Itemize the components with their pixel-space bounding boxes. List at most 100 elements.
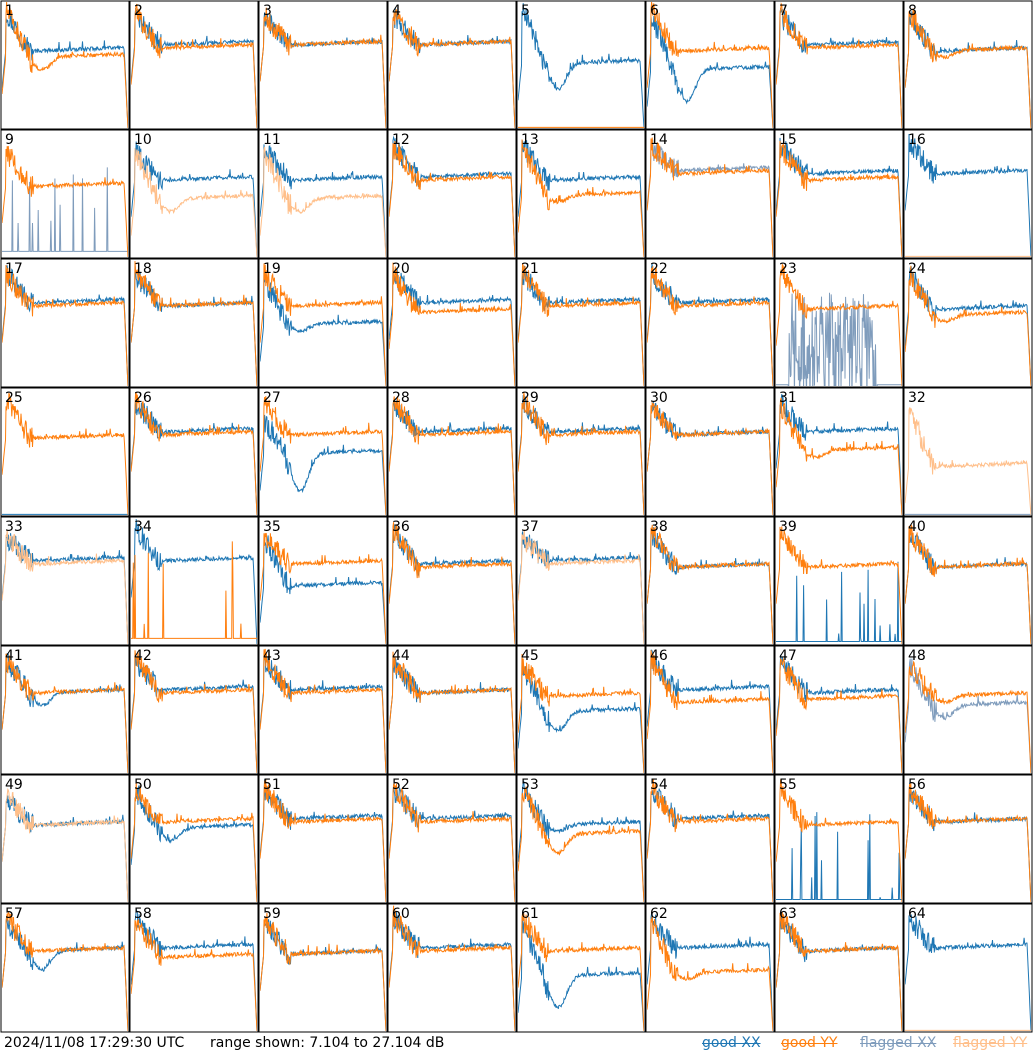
panel-frame <box>0 387 130 517</box>
panel-frame <box>258 516 388 646</box>
series-xx-64 <box>905 914 1031 1031</box>
series-yy-38 <box>647 524 773 644</box>
timestamp: 2024/11/08 17:29:30 UTC <box>4 1035 185 1051</box>
panel-frame <box>0 258 130 388</box>
series-yy-30 <box>647 401 773 515</box>
panel-label-50: 50 <box>134 777 152 793</box>
series-yy-47 <box>776 657 902 773</box>
panel-16: 16 <box>903 129 1033 259</box>
panel-label-38: 38 <box>650 519 668 535</box>
panel-label-15: 15 <box>779 132 797 148</box>
series-yy-60 <box>389 905 515 1031</box>
panel-label-2: 2 <box>134 3 143 19</box>
series-yy-11 <box>260 146 386 257</box>
panel-34: 34 <box>129 516 259 646</box>
panel-label-60: 60 <box>392 906 410 922</box>
panel-frame <box>903 129 1033 259</box>
panel-frame <box>774 903 904 1033</box>
panel-frame <box>645 774 775 904</box>
panel-frame <box>645 645 775 775</box>
panel-33: 33 <box>0 516 130 646</box>
series-xx-11 <box>260 144 386 257</box>
panel-frame <box>129 0 259 130</box>
panel-label-39: 39 <box>779 519 797 535</box>
series-yy-28 <box>389 396 515 515</box>
panel-frame <box>0 903 130 1033</box>
panel-36: 36 <box>387 516 517 646</box>
panel-frame <box>387 387 517 517</box>
series-xx-45 <box>518 657 644 773</box>
series-yy-43 <box>260 648 386 773</box>
panel-frame <box>645 129 775 259</box>
series-yy-8 <box>905 8 1031 128</box>
series-yy-46 <box>647 650 773 773</box>
series-yy-53 <box>518 786 644 902</box>
series-yy-42 <box>131 650 257 773</box>
panel-frame <box>516 129 646 259</box>
panel-frame <box>903 903 1033 1033</box>
panel-frame <box>774 129 904 259</box>
panel-48: 48 <box>903 645 1033 775</box>
series-yy-17 <box>2 264 128 386</box>
panel-frame <box>903 774 1033 904</box>
panel-label-14: 14 <box>650 132 668 148</box>
panel-1: 1 <box>0 0 130 130</box>
series-yy-10 <box>131 148 257 257</box>
panel-39: 39 <box>774 516 904 646</box>
series-yy-62 <box>647 915 773 1031</box>
panel-frame <box>258 387 388 517</box>
series-xx-13 <box>518 139 644 257</box>
series-yy-48 <box>905 660 1031 773</box>
panel-frame <box>258 774 388 904</box>
panel-label-58: 58 <box>134 906 152 922</box>
range-label: range shown: 7.104 to 27.104 dB <box>210 1035 445 1051</box>
panel-59: 59 <box>258 903 388 1033</box>
series-yy-24 <box>905 265 1031 386</box>
panel-frame <box>0 774 130 904</box>
panel-frame <box>258 129 388 259</box>
series-yy-2 <box>131 3 257 128</box>
panel-label-59: 59 <box>263 906 281 922</box>
panel-frame <box>903 516 1033 646</box>
panel-63: 63 <box>774 903 904 1033</box>
series-yy-6 <box>647 2 773 128</box>
legend-flagged-yy: flagged YY <box>953 1035 1028 1051</box>
panel-20: 20 <box>387 258 517 388</box>
series-xx-19 <box>260 270 386 386</box>
panel-25: 25 <box>0 387 130 517</box>
series-xx-30 <box>647 401 773 515</box>
series-yy-61 <box>518 913 644 1031</box>
panel-frame <box>258 903 388 1033</box>
panel-46: 46 <box>645 645 775 775</box>
series-xx-5 <box>518 3 644 128</box>
series-yy-19 <box>260 263 386 386</box>
panel-58: 58 <box>129 903 259 1033</box>
panel-60: 60 <box>387 903 517 1033</box>
panel-label-32: 32 <box>908 390 926 406</box>
panel-label-30: 30 <box>650 390 668 406</box>
series-yy-27 <box>260 396 386 515</box>
panel-44: 44 <box>387 645 517 775</box>
panel-35: 35 <box>258 516 388 646</box>
panel-frame <box>645 516 775 646</box>
panel-frame <box>516 516 646 646</box>
series-yy-29 <box>518 392 644 515</box>
panel-5: 5 <box>516 0 646 130</box>
panel-label-16: 16 <box>908 132 926 148</box>
panel-label-29: 29 <box>521 390 539 406</box>
series-yy-22 <box>647 266 773 386</box>
legend-flagged-xx: flagged XX <box>860 1035 937 1051</box>
series-yy-35 <box>260 533 386 644</box>
series-xx-62 <box>647 913 773 1031</box>
panel-frame <box>903 258 1033 388</box>
series-yy-45 <box>518 653 644 773</box>
series-yy-14 <box>647 137 773 257</box>
series-yy-1 <box>2 2 128 128</box>
panel-18: 18 <box>129 258 259 388</box>
panel-frame <box>129 516 259 646</box>
panel-label-7: 7 <box>779 3 788 19</box>
panel-label-1: 1 <box>5 3 14 19</box>
panel-64: 64 <box>903 903 1033 1033</box>
series-yy-41 <box>2 653 128 773</box>
series-yy-59 <box>260 912 386 1031</box>
